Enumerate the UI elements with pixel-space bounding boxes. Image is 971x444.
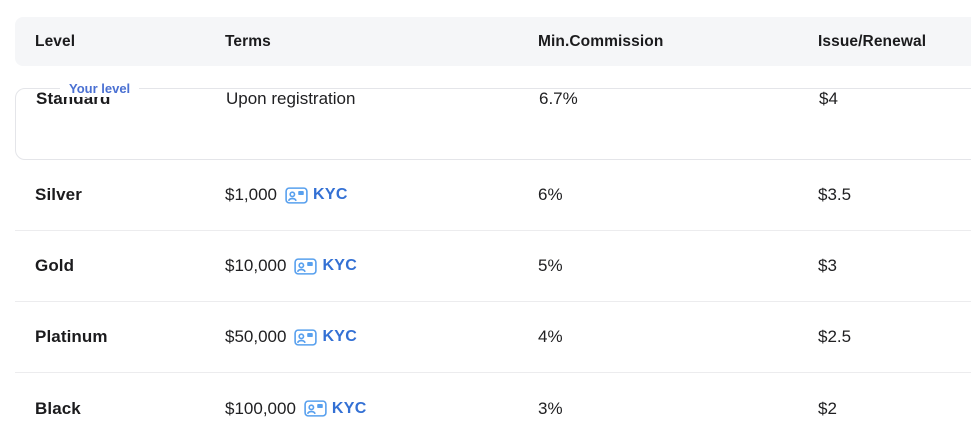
terms-text: $100,000 [225, 398, 296, 418]
commission-cell: 5% [538, 256, 563, 275]
level-cell: Silver [35, 185, 82, 204]
kyc-label: KYC [313, 186, 348, 203]
level-cell: Gold [35, 256, 75, 275]
your-level-badge: Your level [60, 80, 140, 97]
commission-cell: 4% [538, 327, 563, 346]
terms-text: Upon registration [226, 89, 356, 108]
commission-cell: 6% [538, 185, 563, 204]
kyc-link[interactable]: KYC [304, 400, 367, 418]
terms-text: $50,000 [225, 327, 287, 346]
your-level-highlight: Your level Standard Upon registration 6.… [15, 80, 971, 160]
terms-cell: Upon registration [226, 89, 539, 109]
terms-text: $1,000 [225, 185, 277, 204]
issue-cell: $2 [818, 398, 837, 418]
kyc-label: KYC [322, 257, 358, 274]
issue-cell: $4 [819, 89, 838, 108]
id-card-icon [294, 257, 318, 275]
kyc-link[interactable]: KYC [294, 328, 357, 346]
terms-text: $10,000 [225, 256, 287, 275]
issue-cell: $3.5 [818, 185, 852, 204]
issue-cell: $2.5 [818, 327, 852, 346]
column-header-terms: Terms [225, 32, 271, 50]
column-header-commission: Min.Commission [538, 32, 664, 50]
table-row: Platinum $50,000 KYC 4% $2.5 [15, 302, 971, 373]
id-card-icon [304, 400, 327, 417]
kyc-label: KYC [322, 328, 358, 345]
level-cell: Platinum [35, 327, 108, 346]
kyc-label: KYC [331, 399, 367, 417]
terms-cell: $100,000 KYC [225, 399, 538, 419]
current-level-row-slot: Standard Upon registration 6.7% $4 [16, 89, 971, 109]
kyc-link[interactable]: KYC [294, 257, 357, 275]
table-header: Level Terms Min.Commission Issue/Renewal [15, 17, 971, 66]
issue-cell: $3 [818, 256, 837, 275]
commission-cell: 6.7% [539, 89, 578, 108]
table-body: Silver $1,000 KYC 6% $3.5 Gold $10,000 [15, 160, 971, 444]
kyc-link[interactable]: KYC [285, 186, 348, 204]
id-card-icon [285, 186, 308, 204]
level-cell: Black [35, 398, 81, 418]
table-row: Standard Upon registration 6.7% $4 [16, 89, 971, 109]
commission-cell: 3% [538, 398, 563, 418]
table-row: Silver $1,000 KYC 6% $3.5 [15, 160, 971, 231]
terms-cell: $50,000 KYC [225, 327, 538, 347]
table-row: Gold $10,000 KYC 5% $3 [15, 231, 971, 302]
levels-table: Level Terms Min.Commission Issue/Renewal… [15, 17, 971, 444]
terms-cell: $10,000 KYC [225, 256, 538, 276]
id-card-icon [294, 328, 318, 346]
column-header-issue: Issue/Renewal [818, 32, 927, 50]
table-row: Black $100,000 KYC 3% $2 [15, 373, 971, 444]
terms-cell: $1,000 KYC [225, 185, 538, 205]
column-header-level: Level [35, 32, 76, 50]
